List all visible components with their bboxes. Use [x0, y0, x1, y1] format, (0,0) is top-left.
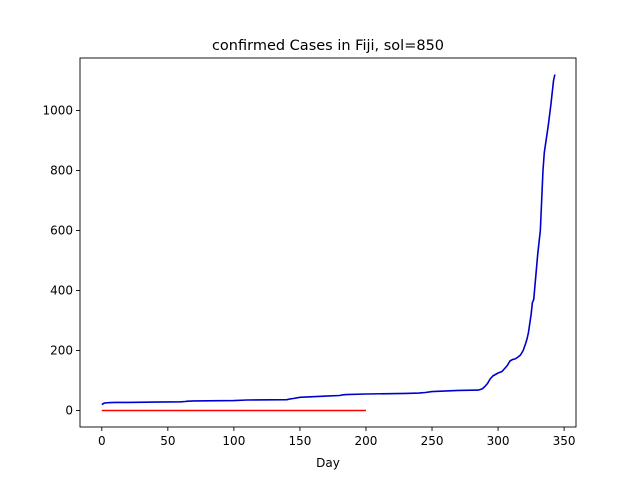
x-tick-label: 150: [288, 434, 311, 448]
series-line-1: [101, 74, 556, 406]
series-layer: [101, 74, 556, 412]
x-tick-label: 200: [355, 434, 378, 448]
y-tick-label: 600: [50, 224, 73, 238]
x-tick-label: 0: [98, 434, 106, 448]
x-tick-label: 50: [160, 434, 175, 448]
x-tick-label: 350: [553, 434, 576, 448]
x-tick-label: 250: [421, 434, 444, 448]
y-tick-label: 400: [50, 284, 73, 298]
axes-layer: [79, 57, 577, 428]
y-tick-label: 0: [65, 404, 73, 418]
ticks-layer: 0 50 100 150 200 250 300 350 0 200 400 600 800 1000: [42, 104, 575, 449]
x-tick-label: 300: [487, 434, 510, 448]
y-tick-label: 1000: [42, 104, 73, 118]
y-tick-label: 800: [50, 164, 73, 178]
y-tick-label: 200: [50, 344, 73, 358]
chart-title: confirmed Cases in Fiji, sol=850: [212, 38, 444, 54]
plot-frame: [79, 57, 577, 428]
x-axis-label: Day: [316, 456, 340, 470]
x-tick-label: 100: [222, 434, 245, 448]
